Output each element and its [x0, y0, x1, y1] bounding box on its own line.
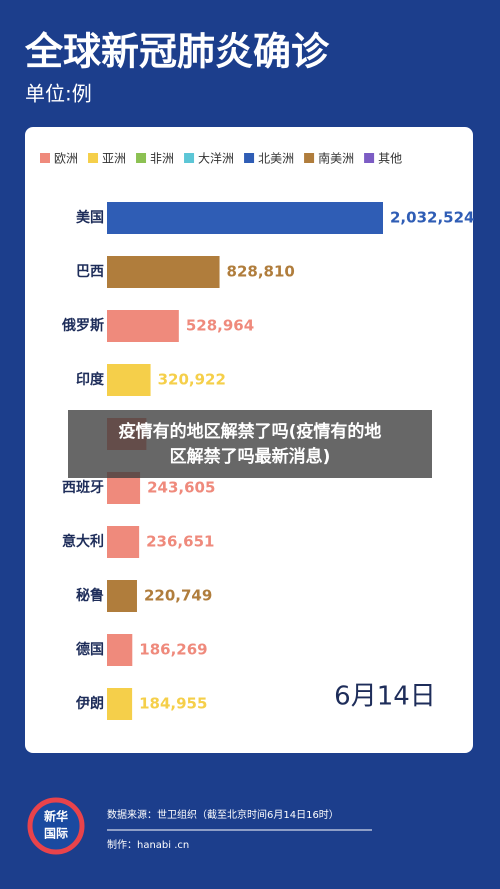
- bar: [107, 526, 140, 558]
- category-label: 西班牙: [62, 479, 104, 496]
- date: 6月14日: [334, 682, 436, 712]
- legend-swatch: [244, 153, 255, 163]
- category-label: 印度: [76, 371, 105, 388]
- value-label: 2,032,524: [390, 209, 474, 227]
- bar: [107, 580, 137, 612]
- legend-label: 亚洲: [102, 152, 126, 166]
- legend-label: 其他: [378, 152, 402, 166]
- category-label: 意大利: [62, 533, 104, 550]
- overlay-text: 区解禁了吗最新消息): [170, 446, 331, 467]
- category-label: 伊朗: [75, 695, 104, 712]
- source: 数据来源：世卫组织（截至北京时间6月14日16时）: [107, 808, 339, 821]
- credit: 制作：hanabi .cn: [107, 838, 189, 851]
- category-label: 德国: [76, 641, 104, 658]
- logo: [27, 797, 85, 855]
- category-label: 美国: [76, 209, 104, 226]
- overlay-text: 疫情有的地区解禁了吗(疫情有的地: [119, 421, 382, 442]
- legend-swatch: [184, 153, 195, 163]
- legend-label: 北美洲: [258, 152, 294, 166]
- legend-swatch: [40, 153, 50, 163]
- bar: [107, 310, 179, 342]
- value-label: 528,964: [186, 317, 254, 335]
- legend-label: 非洲: [150, 152, 174, 166]
- overlay-box: [68, 410, 432, 478]
- logo-text: 国际: [44, 827, 68, 841]
- value-label: 220,749: [144, 587, 212, 605]
- legend-swatch: [136, 153, 147, 163]
- bar: [107, 688, 133, 720]
- bar: [107, 202, 383, 234]
- category-label: 秘鲁: [76, 587, 104, 604]
- legend-swatch: [304, 153, 315, 163]
- value-label: 243,605: [147, 479, 215, 497]
- value-label: 184,955: [139, 695, 207, 713]
- unit: 单位:例: [25, 82, 92, 106]
- legend-label: 南美洲: [318, 151, 354, 166]
- bar: [107, 256, 220, 288]
- legend-swatch: [88, 153, 99, 163]
- value-label: 320,922: [158, 371, 226, 389]
- legend-label: 大洋洲: [198, 151, 234, 166]
- category-label: 俄罗斯: [61, 317, 104, 334]
- title: 全球新冠肺炎确诊: [24, 30, 330, 74]
- value-label: 236,651: [146, 533, 214, 551]
- legend-label: 欧洲: [54, 152, 78, 166]
- value-label: 828,810: [227, 263, 295, 281]
- bar: [107, 364, 151, 396]
- category-label: 巴西: [76, 264, 104, 280]
- logo-text: 新华: [44, 809, 68, 824]
- legend-swatch: [364, 153, 375, 163]
- value-label: 186,269: [139, 641, 207, 659]
- bar: [107, 634, 133, 666]
